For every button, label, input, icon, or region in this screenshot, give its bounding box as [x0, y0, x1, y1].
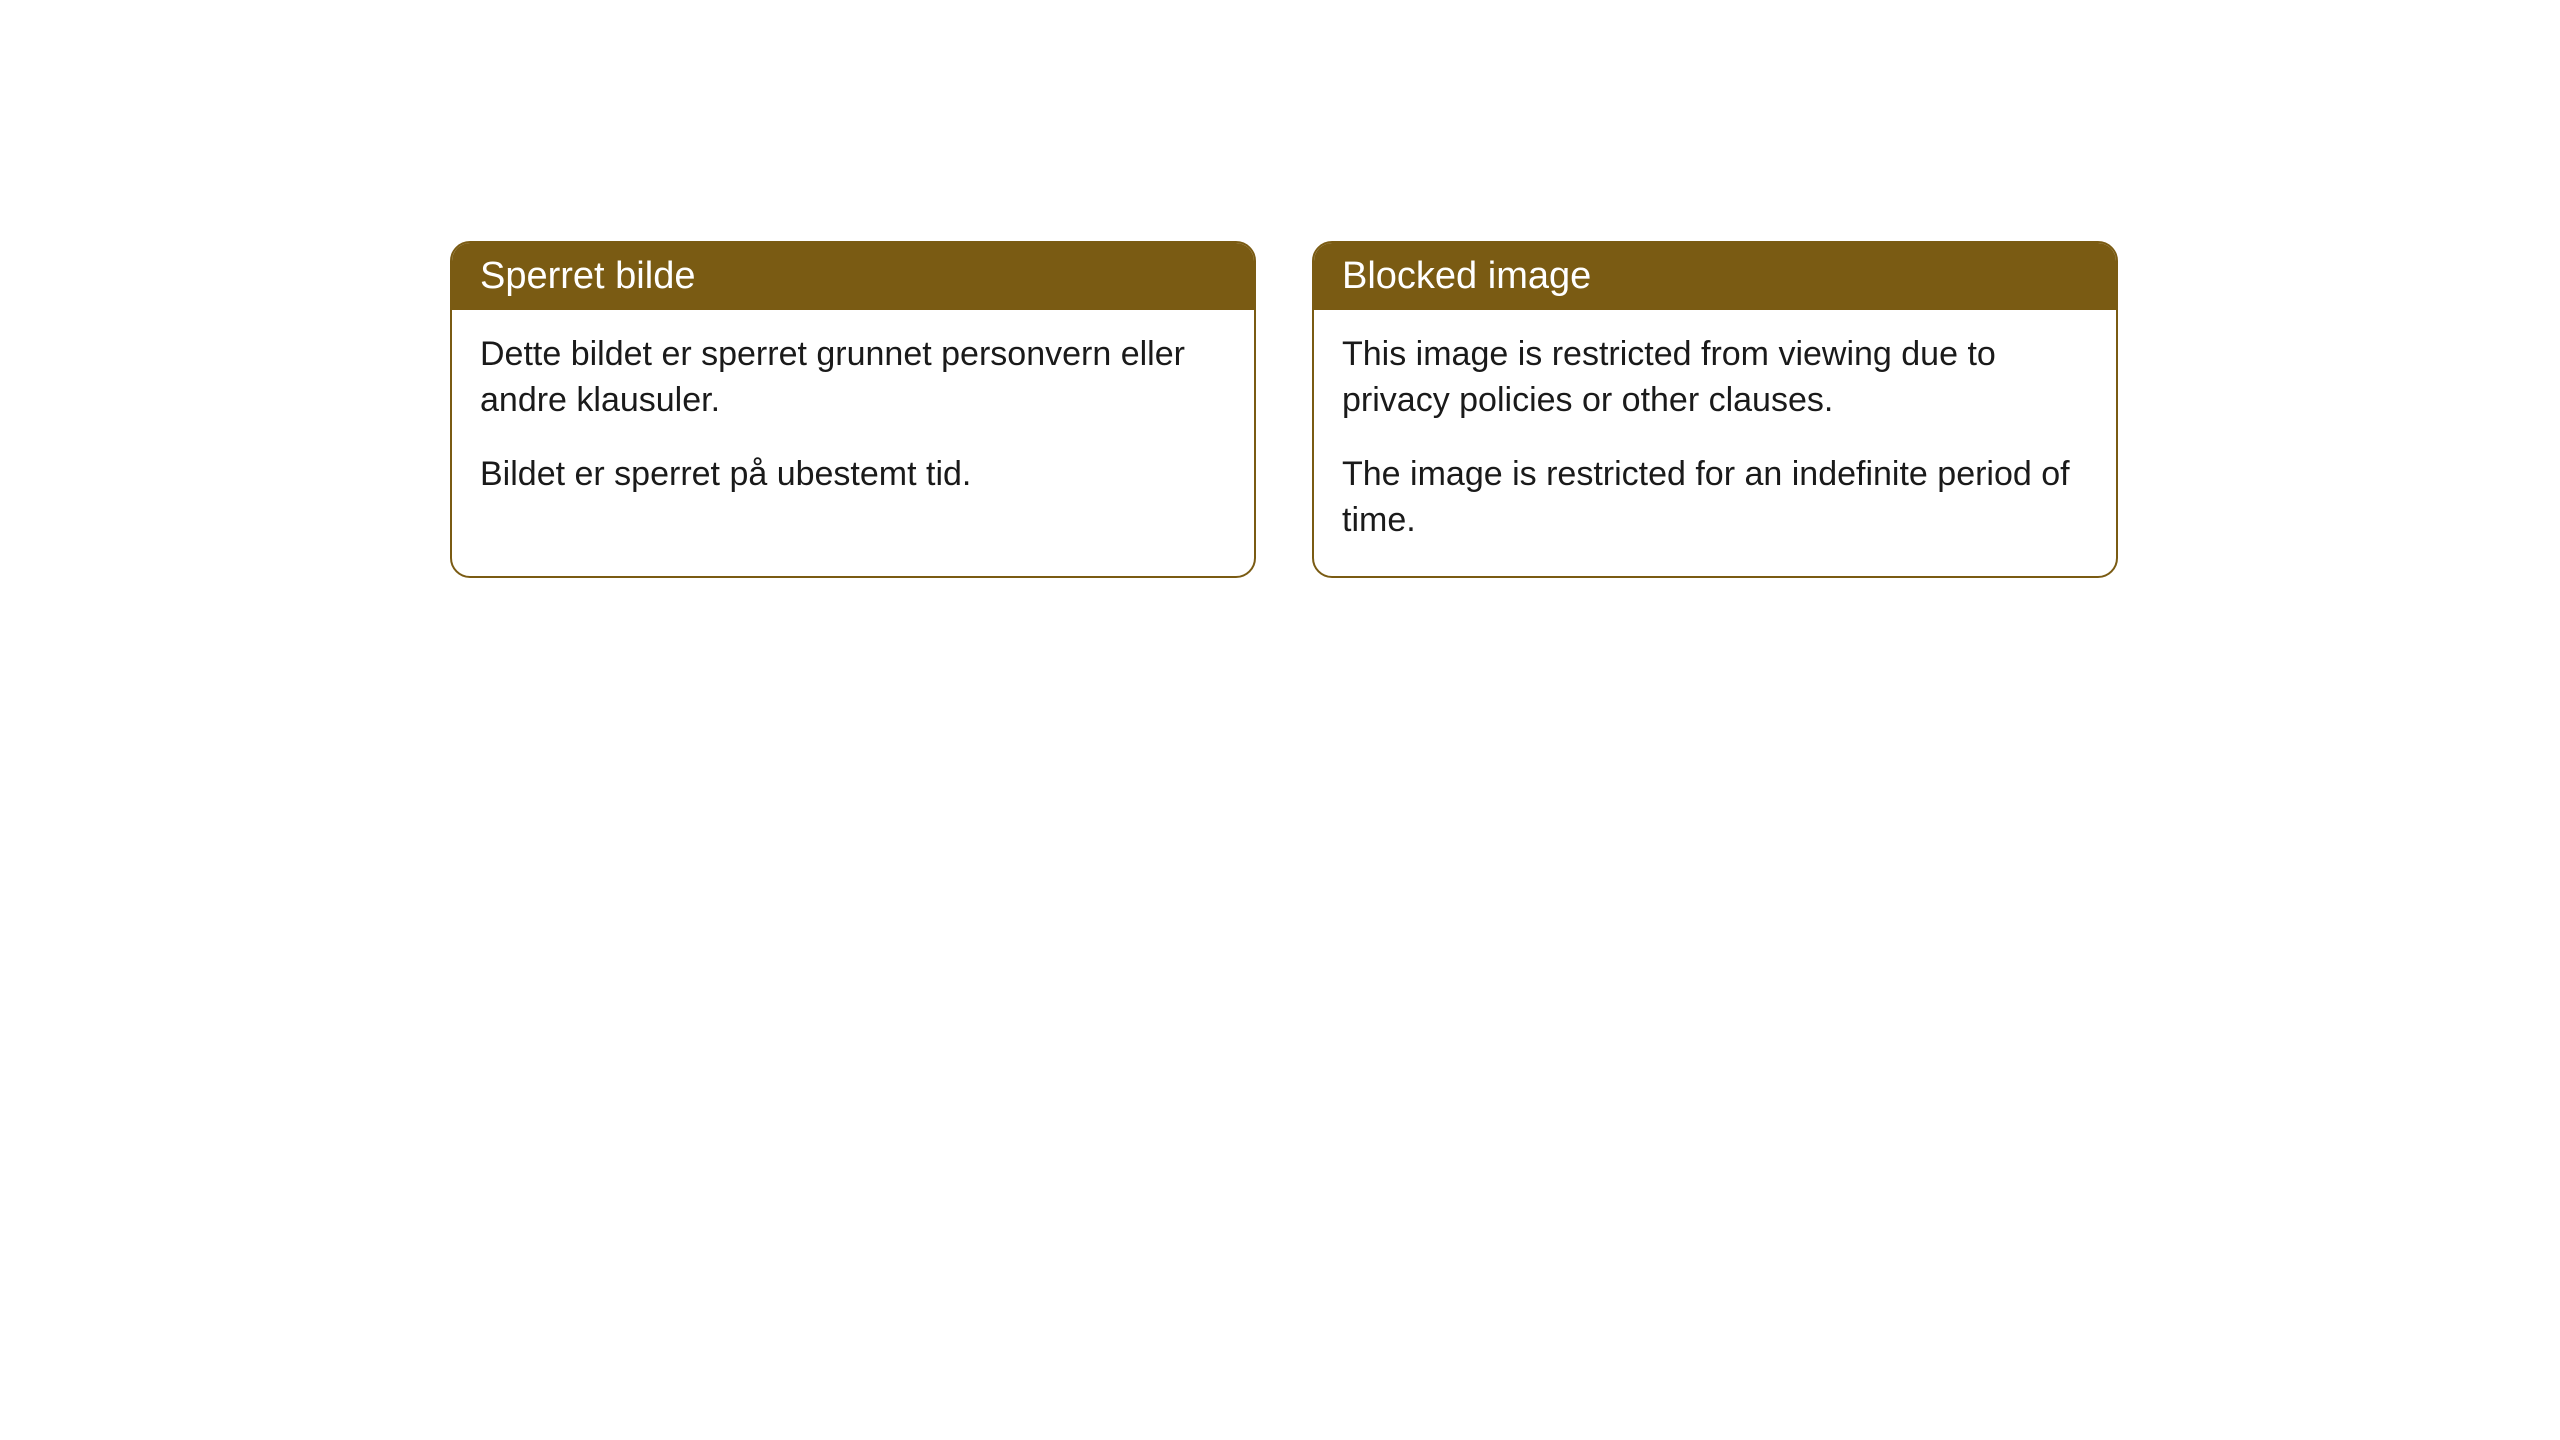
notice-card-english: Blocked image This image is restricted f…: [1312, 241, 2118, 578]
card-header: Sperret bilde: [452, 243, 1254, 310]
card-body: Dette bildet er sperret grunnet personve…: [452, 310, 1254, 530]
card-header: Blocked image: [1314, 243, 2116, 310]
notice-cards-container: Sperret bilde Dette bildet er sperret gr…: [450, 241, 2118, 578]
card-text: This image is restricted from viewing du…: [1342, 332, 2088, 424]
card-body: This image is restricted from viewing du…: [1314, 310, 2116, 576]
card-text: Bildet er sperret på ubestemt tid.: [480, 452, 1226, 498]
card-text: The image is restricted for an indefinit…: [1342, 452, 2088, 544]
card-text: Dette bildet er sperret grunnet personve…: [480, 332, 1226, 424]
notice-card-norwegian: Sperret bilde Dette bildet er sperret gr…: [450, 241, 1256, 578]
